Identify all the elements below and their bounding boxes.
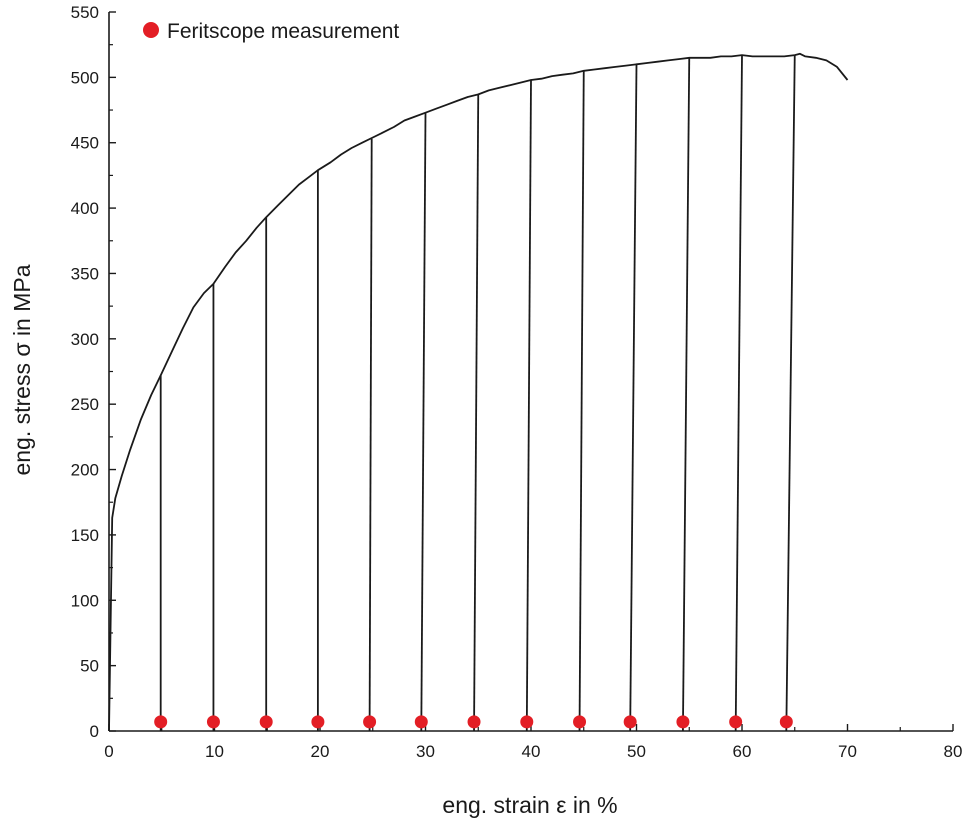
unloading-line: [682, 57, 691, 732]
x-tick-label: 70: [838, 742, 857, 761]
feritscope-point: [779, 715, 793, 729]
unloading-line: [734, 55, 743, 732]
feritscope-point: [206, 715, 220, 729]
x-tick-label: 60: [733, 742, 752, 761]
y-axis: 0 50 100 150 200 250 300 350 400 450 500 550: [71, 3, 116, 741]
x-tick-label: 10: [205, 742, 224, 761]
y-tick-label: 150: [71, 526, 99, 545]
y-tick-label: 100: [71, 591, 99, 610]
y-tick-label: 450: [71, 134, 99, 153]
x-tick-label: 30: [416, 742, 435, 761]
x-tick-label: 0: [104, 742, 113, 761]
feritscope-point: [259, 715, 273, 729]
unloading-line: [525, 79, 532, 732]
unloading-line: [420, 112, 427, 732]
y-tick-label: 300: [71, 330, 99, 349]
y-tick-label: 250: [71, 395, 99, 414]
y-tick-label: 200: [71, 461, 99, 480]
feritscope-point: [573, 715, 587, 729]
marker-layer: [154, 715, 793, 729]
unloading-line: [785, 55, 796, 732]
legend: Feritscope measurement: [143, 20, 399, 43]
y-tick-label: 550: [71, 3, 99, 22]
x-axis-title: eng. strain ε in %: [442, 792, 617, 818]
feritscope-point: [520, 715, 534, 729]
legend-marker: [143, 22, 159, 38]
x-tick-label: 40: [522, 742, 541, 761]
y-tick-label: 50: [80, 657, 99, 676]
y-axis-title: eng. stress σ in MPa: [9, 264, 35, 475]
x-tick-label: 50: [627, 742, 646, 761]
y-tick-label: 400: [71, 199, 99, 218]
feritscope-point: [676, 715, 690, 729]
feritscope-point: [467, 715, 481, 729]
feritscope-point: [363, 715, 377, 729]
feritscope-point: [729, 715, 743, 729]
feritscope-point: [311, 715, 325, 729]
feritscope-point: [154, 715, 168, 729]
y-tick-label: 500: [71, 68, 99, 87]
unloading-line: [368, 138, 373, 732]
unloading-line: [629, 64, 638, 732]
x-axis: 0 10 20 30 40 50 60 70 80: [104, 724, 962, 761]
curve-layer: [108, 52, 849, 732]
stress-strain-curve: [108, 52, 849, 732]
y-tick-label: 0: [90, 722, 99, 741]
feritscope-point: [623, 715, 637, 729]
y-tick-label: 350: [71, 264, 99, 283]
unloading-line: [578, 70, 585, 732]
x-tick-label: 80: [944, 742, 963, 761]
legend-label: Feritscope measurement: [167, 20, 399, 43]
unloading-line: [473, 94, 480, 732]
feritscope-point: [414, 715, 428, 729]
x-tick-label: 20: [311, 742, 330, 761]
